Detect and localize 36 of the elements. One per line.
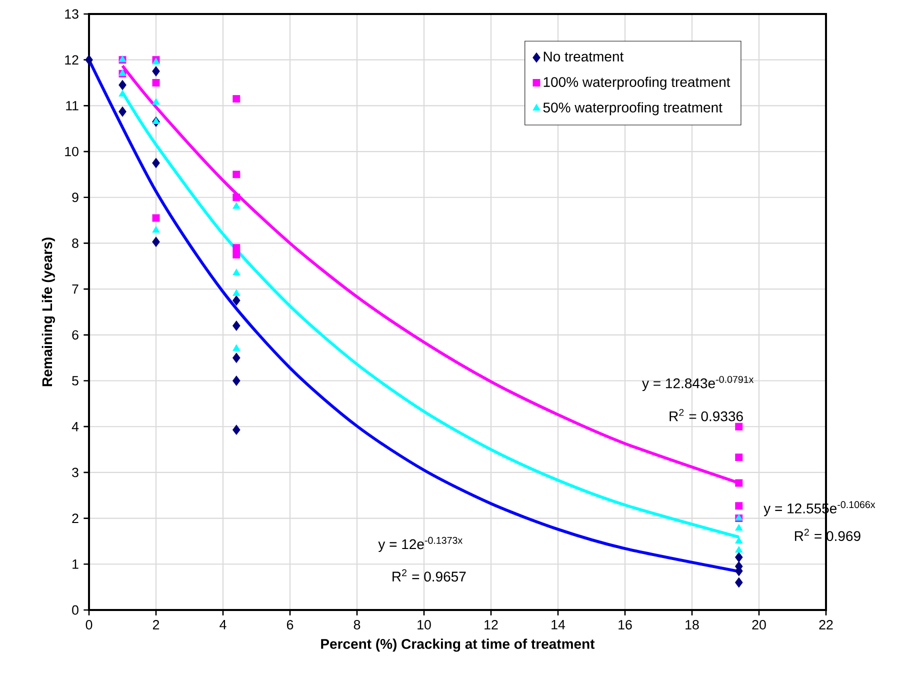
x-tick-label: 18: [686, 620, 699, 630]
y-tick-label: 4: [72, 422, 79, 432]
x-tick-label: 2: [152, 620, 160, 630]
x-axis-title: Percent (%) Cracking at time of treatment: [321, 638, 595, 652]
legend-label: 50% waterproofing treatment: [543, 102, 722, 116]
y-tick-label: 5: [72, 376, 78, 386]
x-tick-label: 14: [552, 620, 566, 630]
y-tick-label: 13: [65, 9, 78, 19]
y-axis-title: Remaining Life (years): [42, 238, 55, 386]
legend-label: 100% waterproofing treatment: [544, 76, 730, 90]
legend-label: No treatment: [544, 52, 624, 62]
y-tick-label: 0: [72, 605, 78, 615]
x-tick-label: 10: [418, 620, 431, 630]
y-tick-label: 10: [65, 146, 78, 156]
x-tick-label: 16: [618, 620, 632, 630]
y-tick-label: 8: [72, 238, 78, 248]
y-tick-label: 1: [72, 560, 78, 569]
y-tick-label: 12: [65, 55, 78, 64]
y-tick-label: 2: [72, 514, 78, 523]
x-tick-label: 0: [86, 620, 92, 630]
annotation: y = 12.843e$^{-0.0791x}$: [642, 376, 754, 392]
y-tick-label: 11: [66, 101, 78, 110]
annotation: y = 12e$^{-0.1373x}$: [378, 536, 463, 552]
x-tick-label: 4: [220, 620, 226, 630]
annotation: R$^{2}$ = 0.9657: [392, 569, 466, 582]
y-tick-label: 3: [72, 468, 78, 478]
x-tick-label: 8: [354, 620, 360, 630]
annotation: R$^{2}$ = 0.9336: [670, 408, 743, 422]
x-tick-label: 20: [752, 620, 766, 630]
x-tick-label: 22: [819, 620, 833, 630]
annotation: R$^{2}$ = 0.969: [794, 528, 860, 542]
y-tick-label: 6: [72, 330, 78, 340]
x-tick-label: 12: [484, 620, 498, 630]
y-tick-label: 9: [72, 192, 78, 202]
y-tick-label: 7: [72, 284, 78, 294]
x-tick-label: 6: [286, 620, 294, 630]
